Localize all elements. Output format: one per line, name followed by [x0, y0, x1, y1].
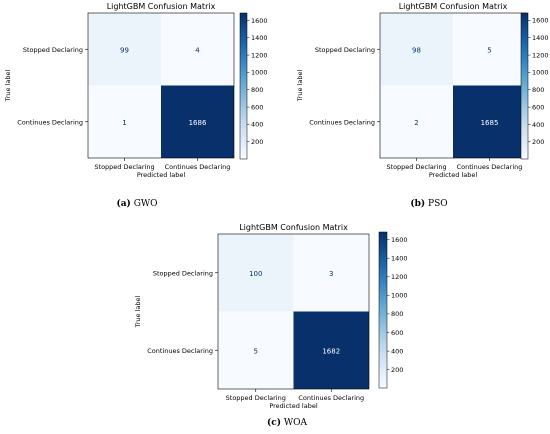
colorbar-tick-label: 200	[391, 366, 403, 374]
cell-value: 1682	[322, 347, 340, 355]
matrix-frame	[87, 12, 235, 159]
matrix-cell	[453, 13, 526, 86]
cell-value: 98	[412, 46, 421, 54]
colorbar-tick-label: 200	[532, 138, 544, 146]
y-axis-label: True label	[296, 70, 304, 103]
y-axis-label: True label	[134, 296, 142, 329]
colorbar-tick-label: 600	[532, 103, 544, 111]
chart-title: LightGBM Confusion Matrix	[107, 2, 216, 11]
x-tick-label: Stopped Declaring	[226, 394, 286, 402]
chart-title: LightGBM Confusion Matrix	[239, 223, 348, 232]
colorbar-tick-label: 1600	[532, 17, 549, 25]
colorbar-tick-label: 800	[532, 86, 544, 94]
colorbar-tick-label: 1200	[532, 51, 549, 59]
colorbar-tick-label: 1400	[532, 34, 549, 42]
y-axis-label: True label	[4, 70, 12, 103]
x-tick-label: Continues Declaring	[298, 394, 364, 402]
colorbar	[239, 12, 248, 160]
matrix-cell	[293, 234, 369, 312]
figure-caption: (c) WOA	[267, 417, 307, 428]
caption-text: GWO	[131, 199, 158, 209]
colorbar-tick-label: 800	[251, 86, 263, 94]
y-tick-label: Stopped Declaring	[23, 46, 83, 54]
x-tick-label: Continues Declaring	[457, 163, 523, 171]
colorbar-tick-label: 600	[391, 329, 403, 337]
cell-value: 1	[122, 119, 126, 127]
colorbar-tick-label: 800	[391, 310, 403, 318]
y-tick-label: Stopped Declaring	[315, 46, 375, 54]
figure-caption: (a) GWO	[116, 198, 157, 209]
chart-title: LightGBM Confusion Matrix	[399, 2, 508, 11]
colorbar-tick-label: 1000	[391, 292, 408, 300]
colorbar-tick-label: 1600	[251, 17, 268, 25]
colorbar	[378, 231, 388, 389]
colorbar	[520, 12, 529, 160]
x-tick-label: Continues Declaring	[165, 163, 231, 171]
x-tick-label: Stopped Declaring	[94, 163, 154, 171]
matrix-cell	[88, 13, 161, 86]
matrix-cell	[293, 311, 369, 389]
cell-value: 1686	[189, 119, 207, 127]
x-axis-label: Predicted label	[137, 171, 185, 179]
colorbar-tick-label: 400	[391, 347, 403, 355]
matrix-cell	[218, 311, 294, 389]
y-tick-label: Continues Declaring	[17, 118, 83, 126]
matrix-cell	[380, 85, 453, 158]
colorbar-tick-label: 600	[251, 103, 263, 111]
colorbar-tick-label: 1200	[251, 51, 268, 59]
x-tick-label: Stopped Declaring	[386, 163, 446, 171]
colorbar-tick-label: 1000	[532, 69, 549, 77]
caption-text: WOA	[281, 418, 307, 428]
cell-value: 100	[249, 270, 262, 278]
y-tick-label: Continues Declaring	[309, 118, 375, 126]
cell-value: 2	[414, 119, 418, 127]
cell-value: 5	[487, 46, 491, 54]
matrix-cell	[380, 13, 453, 86]
x-axis-label: Predicted label	[429, 171, 477, 179]
colorbar-tick-label: 400	[251, 121, 263, 129]
matrix-cell	[161, 13, 234, 86]
matrix-cell	[218, 234, 294, 312]
cell-value: 1685	[481, 119, 499, 127]
figure-caption: (b) PSO	[410, 198, 447, 209]
colorbar-tick-label: 400	[532, 121, 544, 129]
colorbar-tick-label: 1400	[251, 34, 268, 42]
cell-value: 5	[254, 347, 258, 355]
cell-value: 3	[329, 270, 333, 278]
colorbar-tick-label: 1200	[391, 273, 408, 281]
caption-text: PSO	[425, 199, 447, 209]
matrix-cell	[453, 85, 526, 158]
y-tick-label: Continues Declaring	[147, 347, 213, 355]
caption-letter: (a)	[116, 198, 130, 209]
colorbar-tick-label: 200	[251, 138, 263, 146]
cell-value: 4	[195, 46, 200, 54]
cell-value: 99	[120, 46, 129, 54]
colorbar-tick-label: 1600	[391, 236, 408, 244]
caption-letter: (c)	[267, 417, 281, 428]
colorbar-tick-label: 1000	[251, 69, 268, 77]
caption-letter: (b)	[410, 198, 425, 209]
matrix-cell	[161, 85, 234, 158]
matrix-frame	[217, 233, 370, 390]
matrix-cell	[88, 85, 161, 158]
x-axis-label: Predicted label	[269, 402, 317, 410]
y-tick-label: Stopped Declaring	[153, 269, 213, 277]
colorbar-tick-label: 1400	[391, 255, 408, 263]
